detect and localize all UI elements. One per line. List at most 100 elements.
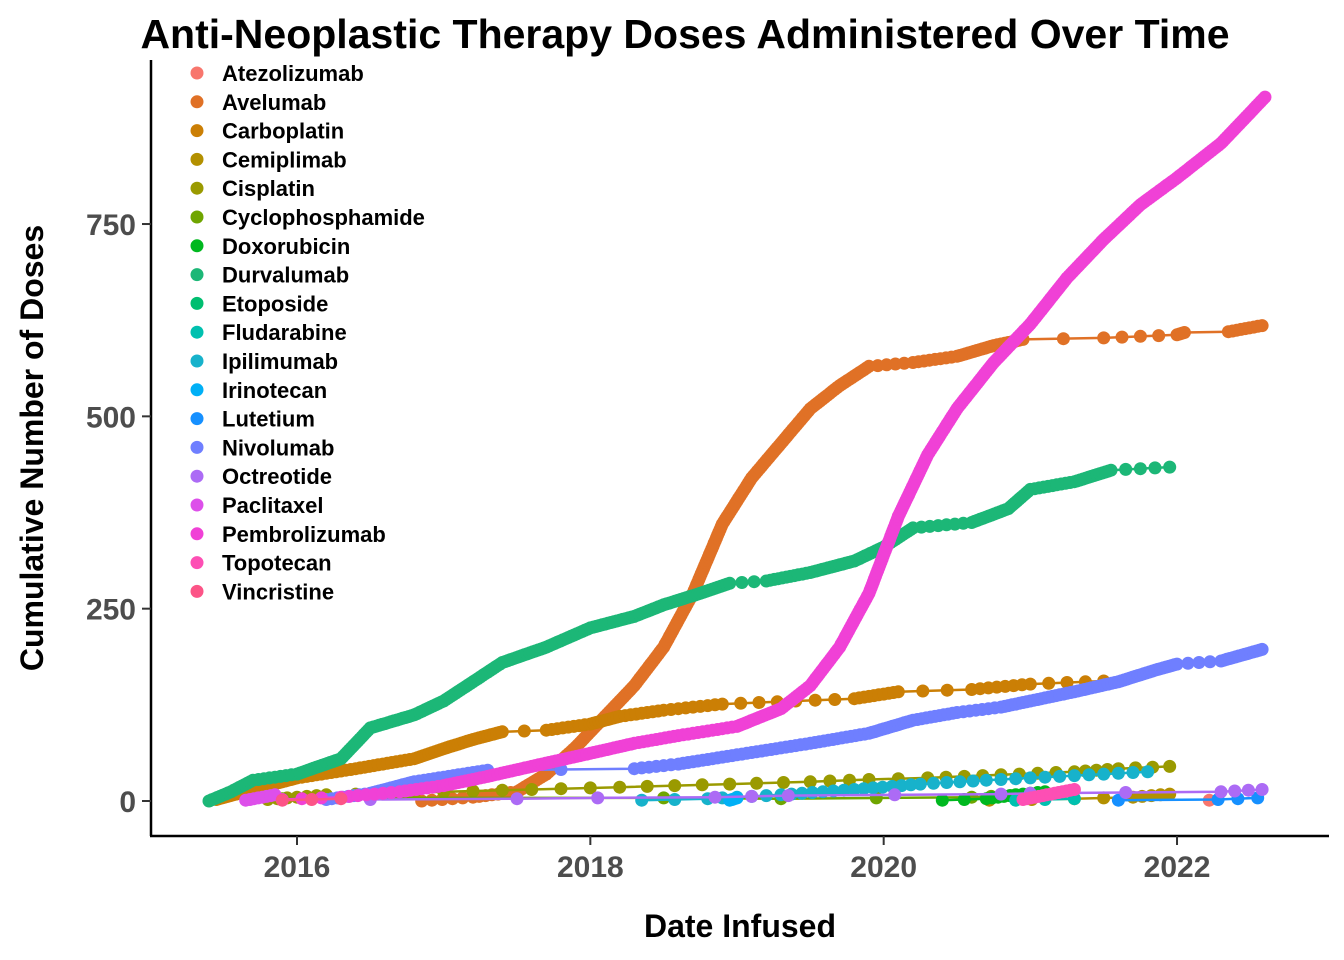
data-point — [1192, 656, 1206, 669]
legend-item: Nivolumab — [190, 435, 334, 460]
data-point — [1042, 676, 1056, 690]
x-tick-label: 2022 — [1144, 851, 1211, 884]
data-point — [1082, 768, 1096, 782]
legend-item: Doxorubicin — [190, 234, 350, 259]
legend-item: Octreotide — [190, 464, 332, 489]
data-point — [979, 773, 993, 787]
legend-item: Irinotecan — [190, 378, 327, 403]
legend-key-icon — [190, 440, 204, 454]
legend-label: Octreotide — [222, 464, 332, 489]
data-point — [888, 788, 902, 802]
data-point — [1060, 676, 1074, 689]
y-tick-label: 500 — [86, 401, 136, 434]
data-point — [1228, 784, 1242, 798]
data-point — [1133, 462, 1147, 476]
y-axis-ticks: 0 250 500 750 — [86, 209, 151, 819]
data-point — [1181, 656, 1195, 670]
legend-key-icon — [190, 383, 204, 397]
data-point — [913, 777, 927, 791]
data-point — [591, 791, 605, 805]
legend-key-icon — [190, 584, 204, 598]
data-point — [1141, 765, 1155, 779]
data-point — [935, 793, 949, 807]
data-point — [750, 776, 764, 790]
data-point — [314, 791, 328, 805]
data-point — [1009, 772, 1023, 786]
legend-key-icon — [190, 469, 204, 483]
data-point — [1056, 332, 1070, 346]
data-point — [1119, 786, 1133, 799]
data-point — [876, 780, 890, 794]
series-octreotide — [363, 783, 1269, 806]
legend-key-icon — [190, 95, 204, 109]
data-point — [1038, 770, 1052, 784]
series-topotecan — [1016, 783, 1081, 806]
data-point — [823, 774, 837, 788]
legend-key-icon — [190, 296, 204, 310]
data-point — [916, 684, 930, 698]
data-point — [777, 776, 790, 789]
data-point — [1255, 642, 1269, 656]
data-point — [525, 783, 539, 796]
y-tick-label: 0 — [119, 786, 136, 819]
y-tick-label: 750 — [86, 209, 136, 242]
x-axis-title: Date Infused — [644, 908, 836, 944]
legend-item: Avelumab — [190, 90, 326, 115]
data-point — [895, 779, 908, 793]
legend-label: Durvalumab — [222, 263, 349, 288]
legend-key-icon — [190, 66, 204, 80]
data-point — [510, 792, 524, 806]
data-point — [1023, 677, 1037, 691]
data-point — [828, 693, 842, 706]
data-point — [640, 779, 654, 793]
data-point — [668, 779, 682, 793]
data-point — [708, 790, 722, 804]
data-point — [305, 793, 319, 806]
legend-key-icon — [190, 527, 204, 541]
series-vincristine — [275, 792, 348, 807]
legend-item: Fludarabine — [190, 320, 347, 345]
data-point — [723, 777, 737, 791]
data-point — [745, 789, 759, 803]
data-point — [803, 775, 817, 789]
data-point — [1111, 766, 1125, 780]
y-axis-title: Cumulative Number of Doses — [14, 225, 50, 671]
data-point — [495, 725, 509, 739]
legend-item: Vincristine — [190, 579, 334, 604]
data-point — [994, 787, 1008, 801]
data-point — [1133, 329, 1147, 343]
data-point — [752, 696, 766, 709]
legend-key-icon — [190, 210, 204, 224]
legend-key-icon — [190, 498, 204, 512]
legend-label: Avelumab — [222, 90, 326, 115]
data-point — [466, 784, 480, 798]
data-point — [1104, 463, 1118, 477]
legend-item: Durvalumab — [190, 263, 349, 288]
legend-key-icon — [190, 556, 204, 570]
legend-item: Paclitaxel — [190, 493, 324, 518]
legend-key-icon — [190, 181, 204, 195]
data-point — [517, 724, 531, 738]
chart-title: Anti-Neoplastic Therapy Doses Administer… — [140, 11, 1229, 57]
data-point — [1163, 787, 1177, 801]
legend-label: Etoposide — [222, 291, 328, 316]
legend-label: Atezolizumab — [222, 61, 364, 86]
legend-key-icon — [190, 268, 204, 282]
data-point — [275, 793, 289, 807]
data-point — [966, 774, 980, 788]
data-point — [1023, 771, 1037, 785]
data-point — [1067, 769, 1081, 783]
legend-label: Irinotecan — [222, 378, 327, 403]
data-point — [1163, 759, 1177, 773]
data-point — [583, 781, 597, 795]
data-point — [1241, 783, 1255, 797]
data-point — [1097, 791, 1111, 805]
data-point — [1177, 326, 1191, 339]
data-point — [1097, 331, 1111, 345]
data-point — [715, 697, 729, 711]
legend-label: Doxorubicin — [222, 234, 350, 259]
data-point — [837, 783, 851, 797]
legend-item: Atezolizumab — [190, 61, 364, 86]
series-pembrolizumab — [275, 90, 1272, 806]
